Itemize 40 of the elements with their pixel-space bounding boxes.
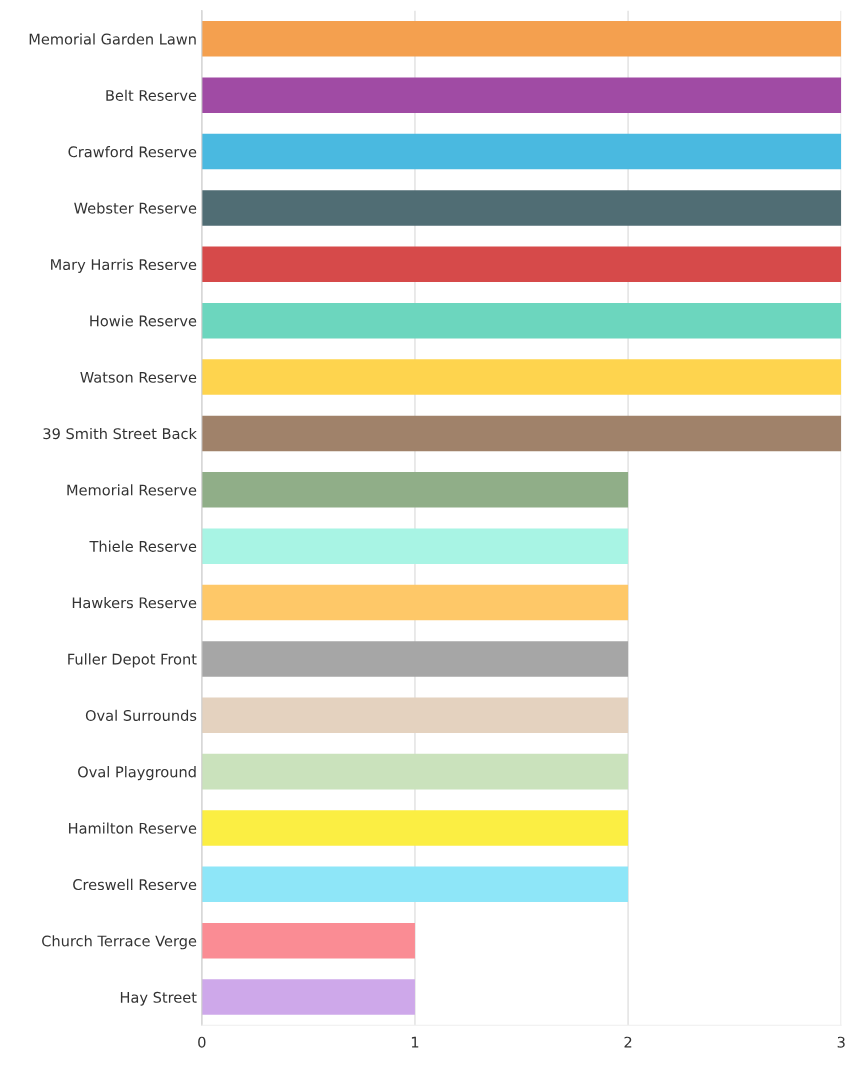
bar — [201, 359, 842, 395]
y-tick-label: Webster Reserve — [74, 202, 197, 214]
bar — [201, 246, 842, 283]
bar — [201, 133, 842, 170]
y-tick-label: Watson Reserve — [80, 371, 197, 383]
y-tick-label: Fuller Depot Front — [68, 653, 197, 668]
x-tick-label: 0 — [198, 1036, 206, 1048]
y-tick-label: Crawford Reserve — [68, 146, 197, 158]
bar — [201, 866, 629, 903]
bar — [201, 77, 842, 113]
x-tick-label: 3 — [837, 1036, 845, 1048]
bar — [201, 641, 629, 677]
y-tick-label: Thiele Reserve — [89, 540, 197, 552]
y-tick-label: Hay Street — [120, 991, 197, 1006]
bar — [201, 190, 842, 226]
y-tick-label: Hamilton Reserve — [69, 822, 197, 834]
bar — [201, 21, 842, 57]
y-tick-label: Howie Reserve — [90, 315, 197, 327]
y-tick-label: Hawkers Reserve — [72, 596, 197, 609]
bar — [201, 753, 629, 790]
y-tick-label: Oval Surrounds — [85, 709, 197, 722]
bar — [201, 528, 629, 564]
y-tick-label: Creswell Reserve — [73, 878, 197, 891]
bar — [201, 810, 629, 846]
y-tick-label: Church Terrace Verge — [42, 935, 197, 950]
bar — [201, 697, 629, 734]
bar — [201, 415, 842, 452]
x-tick-label: 2 — [624, 1036, 632, 1048]
y-tick-label: 39 Smith Street Back — [43, 427, 197, 440]
bar — [201, 302, 842, 339]
y-tick-label: Memorial Reserve — [67, 484, 197, 496]
y-tick-label: Belt Reserve — [106, 89, 197, 101]
bar — [201, 979, 415, 1015]
y-tick-label: Mary Harris Reserve — [51, 258, 197, 273]
y-tick-label: Memorial Garden Lawn — [29, 33, 196, 45]
bar — [201, 472, 629, 508]
y-tick-label: Oval Playground — [78, 766, 196, 781]
x-tick-label: 1 — [411, 1036, 419, 1048]
bar — [201, 584, 629, 621]
bar — [201, 922, 415, 959]
